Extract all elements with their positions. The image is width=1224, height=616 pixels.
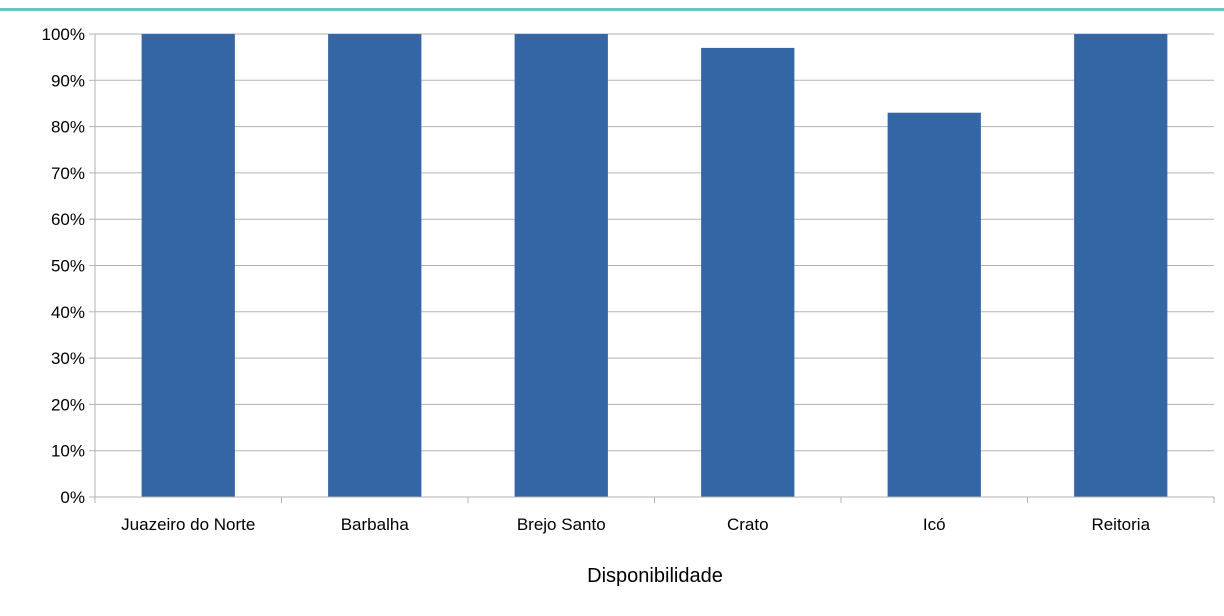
y-tick-label: 10% [51,442,85,461]
bar [514,34,608,497]
x-tick-label: Juazeiro do Norte [121,515,255,534]
y-tick-label: 20% [51,395,85,414]
y-tick-label: 90% [51,71,85,90]
bar [141,34,235,497]
bar [1074,34,1168,497]
x-axis-title: Disponibilidade [587,565,723,587]
x-tick-labels: Juazeiro do Norte Barbalha Brejo Santo Crat… [121,515,1150,534]
top-accent-rule [0,8,1224,11]
axes [89,33,1215,503]
x-tick-label: Icó [923,515,946,534]
y-tick-label: 30% [51,349,85,368]
grid-lines [95,33,1214,498]
y-tick-label: 70% [51,164,85,183]
x-tick-label: Barbalha [341,515,410,534]
y-tick-label: 40% [51,303,85,322]
bar [328,34,422,497]
y-tick-label: 80% [51,118,85,137]
bar [701,47,795,497]
y-tick-label: 60% [51,210,85,229]
y-tick-label: 50% [51,257,85,276]
bars [141,34,1168,498]
x-tick-label: Reitoria [1091,515,1150,534]
y-tick-label: 100% [42,25,85,44]
bar [887,112,981,498]
y-tick-labels: 0% 10% 20% 30% 40% 50% 60% 70% 80% 90% 100% [42,25,85,507]
x-tick-label: Brejo Santo [517,515,606,534]
x-tick-label: Crato [727,515,769,534]
y-tick-label: 0% [60,488,85,507]
